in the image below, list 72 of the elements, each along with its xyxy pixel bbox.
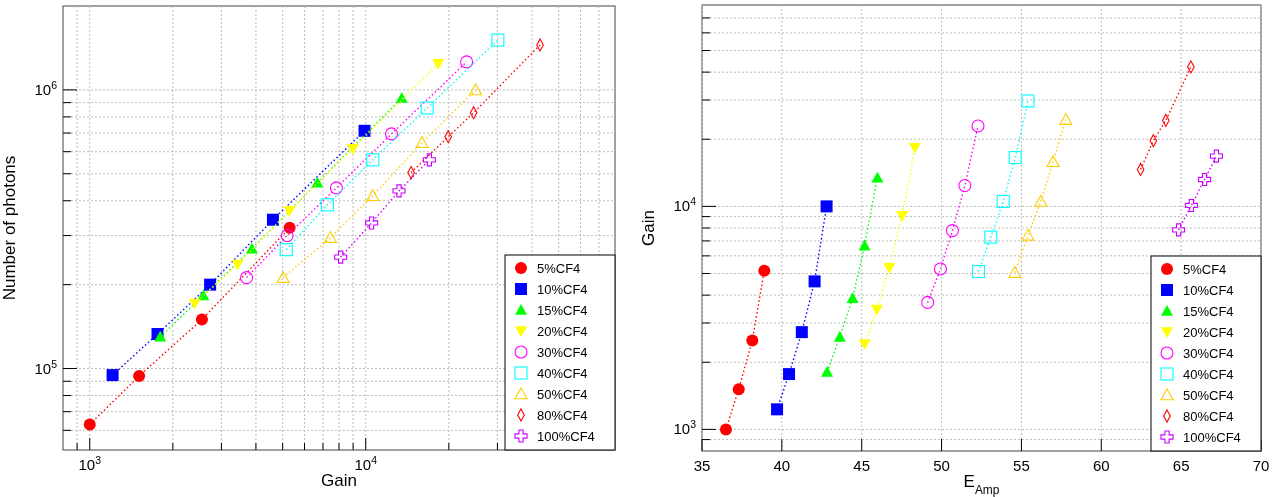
x-tick-label: 50	[933, 457, 950, 474]
point	[719, 423, 732, 436]
point	[1059, 113, 1073, 125]
x-tick-label: 55	[1013, 457, 1030, 474]
point	[870, 304, 883, 316]
legend-label: 50%CF4	[1183, 388, 1234, 403]
point	[1198, 172, 1212, 187]
x-tick-label: 65	[1172, 457, 1190, 474]
legend-label: 100%CF4	[1183, 430, 1241, 445]
point	[732, 383, 745, 396]
x-tick-label: 35	[693, 457, 711, 474]
x-tick-label: 60	[1092, 457, 1110, 474]
point	[1021, 94, 1035, 108]
point	[945, 224, 959, 238]
legend-label: 20%CF4	[1183, 325, 1234, 340]
legend-label: 20%CF4	[537, 324, 588, 339]
point	[821, 365, 834, 377]
x-tick-label: 70	[1252, 457, 1270, 474]
point	[921, 295, 935, 309]
point	[808, 275, 821, 288]
point	[858, 239, 871, 251]
legend-label: 40%CF4	[537, 366, 588, 381]
point	[1209, 149, 1223, 163]
x-tick-label: 40	[773, 457, 791, 474]
point	[1008, 150, 1022, 165]
legend-label: 40%CF4	[1183, 367, 1234, 382]
x-axis-title: E$_{Amp}$	[963, 472, 1000, 497]
point	[758, 264, 771, 277]
point	[846, 292, 859, 303]
point	[1008, 266, 1022, 278]
legend-label: 80%CF4	[537, 408, 588, 423]
point	[858, 339, 871, 350]
point	[871, 171, 884, 183]
point	[771, 403, 784, 416]
x-axis-title: Gain	[321, 471, 357, 490]
y-tick-label: 10$^{5}$	[34, 357, 58, 377]
point	[1034, 194, 1048, 207]
legend-label: 30%CF4	[537, 345, 588, 360]
point	[933, 262, 947, 276]
point	[1184, 198, 1198, 212]
point	[958, 179, 972, 193]
legend-label: 100%CF4	[537, 429, 595, 444]
point	[833, 330, 846, 342]
point	[971, 265, 986, 279]
legend-label: 10%CF4	[1183, 283, 1234, 298]
y-axis-title: Number of photons	[0, 155, 19, 301]
legend-label: 30%CF4	[1183, 346, 1234, 361]
point	[996, 194, 1010, 209]
legend-label: 10%CF4	[537, 282, 588, 297]
legend-label: 5%CF4	[537, 261, 581, 276]
legend-label: 5%CF4	[1183, 262, 1227, 277]
legend-label: 15%CF4	[1183, 304, 1234, 319]
point	[783, 368, 796, 381]
point	[746, 334, 759, 347]
y-axis-title: Gain	[639, 210, 658, 246]
x-tick-label: 45	[853, 457, 871, 474]
point	[1046, 155, 1060, 168]
point	[795, 326, 808, 339]
point	[820, 200, 833, 213]
x-tick-label: 10$^{3}$	[78, 454, 102, 473]
y-tick-label: 10$^{6}$	[34, 78, 58, 98]
legend-label: 50%CF4	[537, 387, 588, 402]
point	[984, 230, 998, 244]
legend-label: 80%CF4	[1183, 409, 1234, 424]
legend-label: 15%CF4	[537, 303, 588, 318]
x-tick-label: 10$^{4}$	[354, 454, 378, 473]
point	[896, 211, 909, 222]
point	[908, 143, 921, 154]
point	[971, 119, 985, 133]
point	[1172, 223, 1186, 237]
point	[883, 262, 896, 274]
point	[1021, 228, 1035, 241]
